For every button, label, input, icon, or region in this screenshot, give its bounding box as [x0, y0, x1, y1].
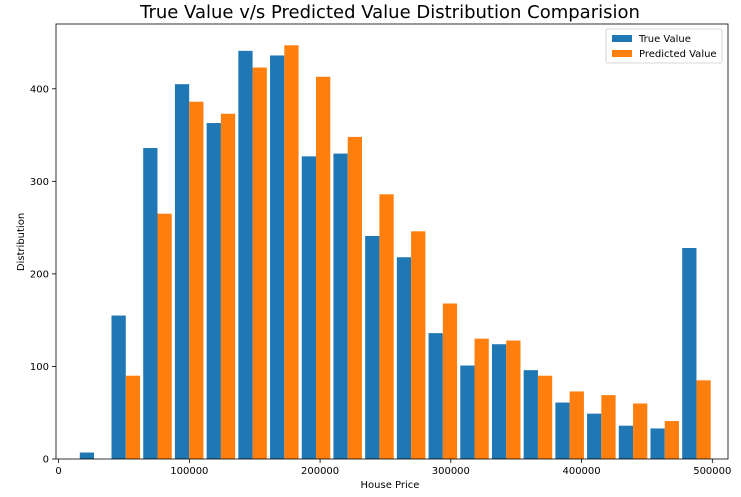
- bar-predicted-value: [474, 338, 489, 459]
- bar-predicted-value: [189, 101, 204, 459]
- bar-true-value: [333, 153, 348, 459]
- y-tick-label: 0: [43, 455, 49, 466]
- x-tick-label: 100000: [170, 466, 208, 477]
- bar-predicted-value: [569, 391, 584, 459]
- bar-true-value: [365, 235, 380, 459]
- bar-predicted-value: [252, 67, 267, 459]
- bar-predicted-value: [316, 76, 331, 460]
- bar-true-value: [523, 370, 538, 459]
- legend-swatch: [612, 35, 632, 42]
- y-tick-label: 400: [30, 84, 49, 95]
- legend-label: True Value: [638, 34, 691, 45]
- x-tick-label: 300000: [432, 466, 470, 477]
- bar-true-value: [111, 315, 126, 459]
- bar-predicted-value: [157, 213, 172, 459]
- legend-label: Predicted Value: [639, 49, 717, 60]
- bar-true-value: [301, 156, 317, 459]
- y-tick-label: 300: [30, 177, 49, 188]
- bar-predicted-value: [347, 136, 362, 459]
- y-tick-label: 100: [30, 362, 49, 373]
- plot-frame: [55, 23, 729, 460]
- bar-true-value: [206, 123, 221, 459]
- bar-true-value: [618, 425, 634, 459]
- bar-true-value: [143, 148, 158, 459]
- bar-predicted-value: [696, 380, 711, 459]
- bar-true-value: [270, 55, 285, 460]
- bar-true-value: [79, 452, 95, 459]
- bar-predicted-value: [220, 113, 236, 459]
- legend: True Value Predicted Value: [605, 28, 723, 64]
- bar-predicted-value: [442, 303, 458, 459]
- bar-true-value: [682, 247, 697, 459]
- bar-true-value: [174, 84, 190, 459]
- bar-true-value: [491, 344, 507, 459]
- bar-true-value: [650, 428, 665, 459]
- legend-swatch: [612, 50, 632, 57]
- bar-true-value: [555, 402, 570, 459]
- bar-true-value: [238, 50, 253, 460]
- x-axis-label: House Price: [361, 480, 420, 491]
- chart-title: True Value v/s Predicted Value Distribut…: [139, 2, 640, 23]
- x-tick-label: 500000: [693, 466, 731, 477]
- legend-box: [605, 28, 723, 64]
- bar-true-value: [396, 257, 412, 459]
- x-tick-label: 400000: [562, 466, 600, 477]
- bar-predicted-value: [537, 375, 553, 459]
- bar-predicted-value: [411, 231, 426, 459]
- bar-true-value: [587, 413, 602, 459]
- bar-predicted-value: [125, 375, 141, 459]
- bar-predicted-value: [284, 45, 299, 460]
- bar-predicted-value: [664, 421, 680, 459]
- bar-predicted-value: [633, 403, 648, 459]
- y-axis-label: Distribution: [16, 213, 27, 271]
- bar-predicted-value: [601, 395, 616, 459]
- x-tick-label: 0: [55, 466, 61, 477]
- bar-true-value: [460, 365, 475, 459]
- bar-true-value: [428, 333, 443, 459]
- y-tick-label: 200: [30, 269, 49, 280]
- x-tick-label: 200000: [301, 466, 339, 477]
- plot-area: 0 100000 200000 300000 400000 500000 0 100 200 30…: [30, 23, 731, 477]
- bar-predicted-value: [506, 340, 521, 459]
- bar-predicted-value: [379, 194, 394, 460]
